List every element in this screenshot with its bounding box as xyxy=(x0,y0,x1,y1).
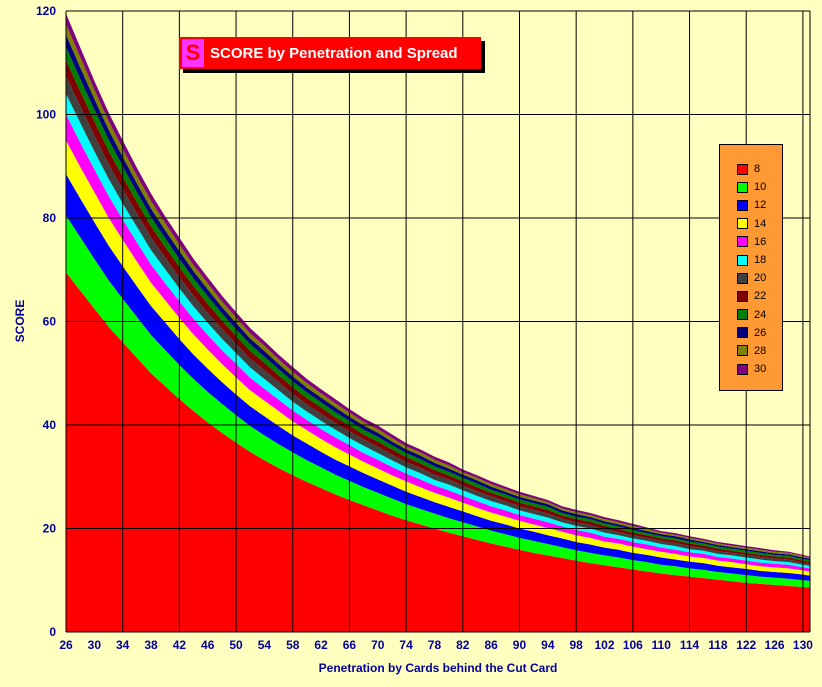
legend-swatch xyxy=(737,236,748,248)
x-tick-label: 118 xyxy=(708,638,728,652)
legend-label: 10 xyxy=(754,181,767,194)
y-tick-label: 20 xyxy=(43,522,57,536)
x-tick-label: 82 xyxy=(456,638,470,652)
stacked-areas xyxy=(66,13,810,632)
legend-label: 14 xyxy=(754,217,767,230)
legend-label: 12 xyxy=(754,199,767,212)
x-tick-label: 78 xyxy=(428,638,442,652)
x-tick-label: 126 xyxy=(765,638,785,652)
y-tick-label: 40 xyxy=(43,418,57,432)
x-tick-label: 34 xyxy=(116,638,130,652)
legend-label: 30 xyxy=(754,363,767,376)
legend-label: 18 xyxy=(754,254,767,267)
x-tick-label: 114 xyxy=(680,638,700,652)
y-axis-title: SCORE xyxy=(13,300,27,343)
x-tick-label: 58 xyxy=(286,638,300,652)
legend-swatch xyxy=(737,218,748,230)
x-tick-label: 122 xyxy=(736,638,756,652)
area-series-10 xyxy=(66,215,810,588)
legend-label: 24 xyxy=(754,308,767,321)
y-tick-label: 60 xyxy=(43,315,57,329)
x-axis-title: Penetration by Cards behind the Cut Card xyxy=(319,661,558,675)
legend-swatch xyxy=(737,345,748,357)
title-s-icon: S xyxy=(182,39,204,67)
x-tick-label: 102 xyxy=(594,638,614,652)
x-tick-label: 62 xyxy=(314,638,328,652)
area-series-14 xyxy=(66,140,810,576)
legend-item: 10 xyxy=(720,178,782,196)
x-tick-label: 70 xyxy=(371,638,385,652)
legend-swatch xyxy=(737,199,748,211)
legend-item: 18 xyxy=(720,251,782,269)
chart-title-box: S SCORE by Penetration and Spread xyxy=(179,37,481,69)
area-series-16 xyxy=(66,114,810,572)
legend-swatch xyxy=(737,363,748,375)
legend-swatch xyxy=(737,181,748,193)
legend-item: 8 xyxy=(720,160,782,178)
x-tick-label: 66 xyxy=(343,638,357,652)
legend-label: 28 xyxy=(754,344,767,357)
legend-item: 16 xyxy=(720,233,782,251)
x-tick-label: 106 xyxy=(623,638,643,652)
area-series-8 xyxy=(66,272,810,632)
legend-label: 26 xyxy=(754,326,767,339)
area-series-12 xyxy=(66,174,810,581)
axes xyxy=(65,11,811,633)
legend-swatch xyxy=(737,163,748,175)
x-tick-label: 110 xyxy=(652,638,672,652)
legend-item: 30 xyxy=(720,360,782,378)
x-tick-label: 46 xyxy=(201,638,215,652)
legend-swatch xyxy=(737,272,748,284)
legend-label: 8 xyxy=(754,163,761,176)
legend: 8 10 12 14 16 18 20 22 24 26 28 30 xyxy=(719,144,783,391)
x-tick-label: 86 xyxy=(484,638,498,652)
legend-item: 14 xyxy=(720,215,782,233)
y-tick-labels: 0 20 40 60 80 100 120 xyxy=(36,4,56,639)
legend-item: 24 xyxy=(720,306,782,324)
x-tick-label: 38 xyxy=(144,638,158,652)
x-tick-label: 90 xyxy=(513,638,527,652)
y-tick-label: 80 xyxy=(43,211,57,225)
y-tick-label: 100 xyxy=(36,108,56,122)
legend-item: 28 xyxy=(720,342,782,360)
x-tick-label: 26 xyxy=(59,638,73,652)
chart-title: SCORE by Penetration and Spread xyxy=(210,44,458,62)
x-tick-label: 74 xyxy=(399,638,413,652)
x-tick-label: 30 xyxy=(88,638,102,652)
x-tick-label: 42 xyxy=(173,638,187,652)
y-tick-label: 0 xyxy=(49,625,56,639)
y-tick-label: 120 xyxy=(36,4,56,18)
x-tick-labels: 26 30 34 38 42 46 50 54 58 62 66 70 74 78 82 86 90 94 98 10… xyxy=(59,638,813,652)
x-tick-label: 130 xyxy=(793,638,813,652)
legend-swatch xyxy=(737,309,748,321)
legend-label: 22 xyxy=(754,290,767,303)
x-tick-label: 50 xyxy=(229,638,243,652)
legend-swatch xyxy=(737,327,748,339)
legend-swatch xyxy=(737,290,748,302)
legend-label: 20 xyxy=(754,272,767,285)
legend-item: 12 xyxy=(720,196,782,214)
legend-swatch xyxy=(737,254,748,266)
area-series-18 xyxy=(66,93,810,569)
x-tick-label: 98 xyxy=(569,638,583,652)
x-tick-label: 94 xyxy=(541,638,555,652)
legend-item: 26 xyxy=(720,324,782,342)
legend-item: 20 xyxy=(720,269,782,287)
x-tick-label: 54 xyxy=(258,638,272,652)
legend-item: 22 xyxy=(720,287,782,305)
legend-label: 16 xyxy=(754,235,767,248)
